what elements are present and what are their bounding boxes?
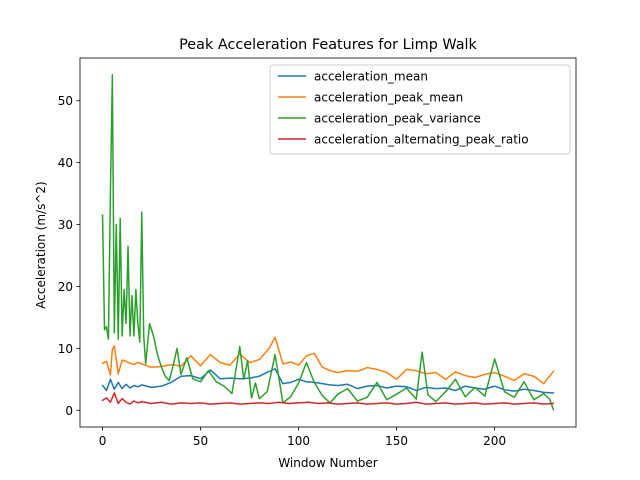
x-tick-label: 150 [385, 434, 408, 448]
y-axis-title: Acceleration (m/s^2) [34, 181, 48, 308]
y-tick-label: 20 [58, 280, 73, 294]
legend-label: acceleration_mean [314, 70, 428, 84]
legend-label: acceleration_peak_mean [314, 91, 463, 105]
x-tick-label: 200 [483, 434, 506, 448]
y-tick-label: 30 [58, 218, 73, 232]
chart-title: Peak Acceleration Features for Limp Walk [179, 37, 477, 53]
legend-label: acceleration_peak_variance [314, 112, 481, 126]
y-tick-label: 40 [58, 156, 73, 170]
legend-label: acceleration_alternating_peak_ratio [314, 133, 529, 147]
y-tick-label: 10 [58, 342, 73, 356]
y-tick-label: 50 [58, 94, 73, 108]
x-tick-label: 50 [193, 434, 208, 448]
x-tick-label: 100 [287, 434, 310, 448]
x-tick-label: 0 [99, 434, 107, 448]
y-tick-label: 0 [65, 404, 73, 418]
x-axis-title: Window Number [278, 456, 377, 470]
legend: acceleration_mean acceleration_peak_meana… [270, 65, 570, 154]
